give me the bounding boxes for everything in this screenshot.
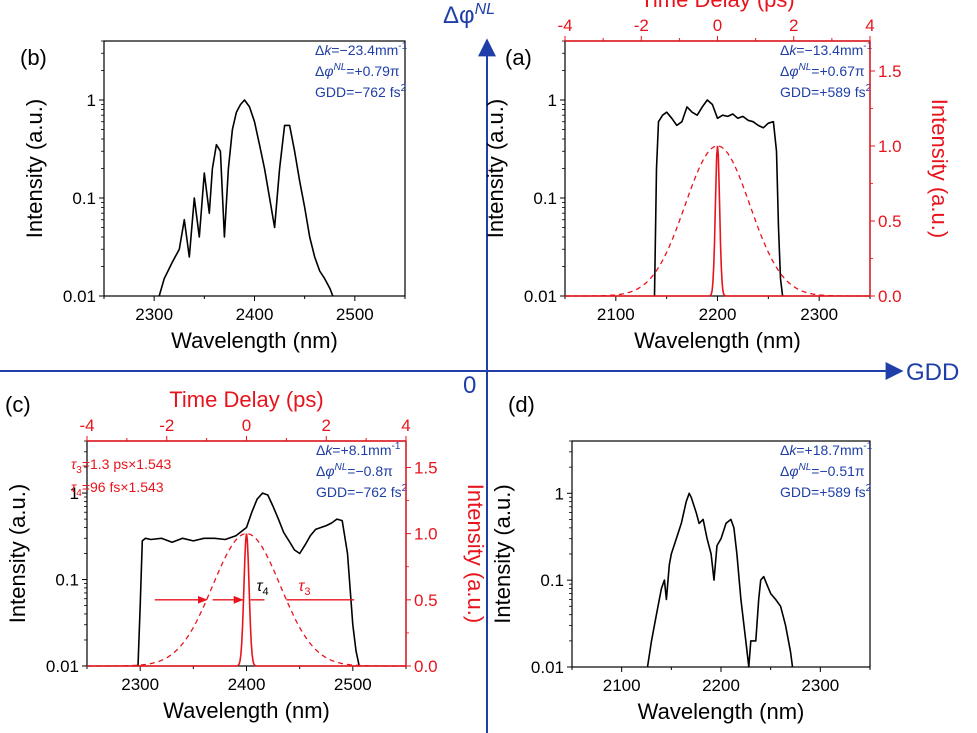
tau-annotation: τ4=96 fs×1.543 — [71, 479, 164, 499]
panel-tag: (d) — [508, 392, 535, 417]
x-tick-label: 2500 — [336, 305, 374, 324]
x-axis-label: Wavelength (nm) — [634, 328, 801, 353]
plot-frame — [103, 40, 406, 297]
panel-tag: (c) — [5, 392, 31, 417]
top-tick-label: 0 — [242, 416, 251, 435]
tau-annotation: τ3=1.3 ps×1.543 — [71, 456, 172, 476]
spectrum-line — [646, 492, 794, 668]
panel-a: (a) 2100 2200 2300 Wavelength (nm) 0.01 0.1 1 In… — [483, 0, 952, 353]
y-tick-label: 1 — [70, 484, 79, 503]
x-tick-label: 2400 — [236, 305, 274, 324]
x-axis-label: Wavelength (nm) — [638, 699, 805, 724]
gdd-axis-label: GDD — [906, 359, 959, 386]
origin-label: 0 — [463, 372, 476, 399]
y-axis-label: Intensity (a.u.) — [483, 99, 508, 238]
x-tick-label: 2200 — [702, 676, 740, 695]
top-tick-label: -4 — [79, 416, 94, 435]
top-tick-label: 4 — [401, 416, 410, 435]
plot-frame — [564, 40, 871, 297]
panel-tag: (a) — [505, 45, 532, 70]
spectrum-line — [158, 99, 334, 297]
y-axis-label: Intensity (a.u.) — [5, 484, 30, 623]
x-tick-label: 2300 — [121, 675, 159, 694]
top-tick-label: -4 — [557, 16, 572, 35]
y-tick-label: 1 — [548, 91, 557, 110]
right-tick-label: 1.5 — [414, 458, 438, 477]
y-tick-label: 0.1 — [540, 571, 564, 590]
top-axis-label: Time Delay (ps) — [169, 387, 323, 412]
y-tick-label: 0.1 — [72, 189, 96, 208]
top-tick-label: 2 — [322, 416, 331, 435]
solid-pulse-line — [87, 533, 406, 667]
parameter-annotation: ΔφNL=+0.67π — [780, 62, 865, 79]
parameter-annotation: Δk=−13.4mm-1 — [780, 41, 873, 58]
parameter-annotation: ΔφNL=+0.79π — [315, 62, 400, 79]
right-tick-label: 0.0 — [414, 657, 438, 676]
panel-tag: (b) — [20, 45, 47, 70]
y-tick-label: 1 — [555, 484, 564, 503]
top-axis-label: Time Delay (ps) — [640, 0, 794, 12]
y-tick-label: 1 — [87, 91, 96, 110]
x-tick-label: 2300 — [800, 305, 838, 324]
x-axis-label: Wavelength (nm) — [171, 328, 338, 353]
parameter-annotation: GDD=−762 fs2 — [316, 483, 408, 500]
right-tick-label: 1.5 — [878, 62, 902, 81]
y-axis-label: Intensity (a.u.) — [490, 484, 515, 623]
top-tick-label: 2 — [789, 16, 798, 35]
top-tick-label: -2 — [159, 416, 174, 435]
parameter-annotation: GDD=−762 fs2 — [315, 83, 407, 100]
right-axis-label: Intensity (a.u.) — [927, 99, 952, 238]
right-tick-label: 0.5 — [414, 591, 438, 610]
top-tick-label: 4 — [865, 16, 874, 35]
dashed-pulse-line — [87, 532, 406, 667]
x-tick-label: 2200 — [699, 305, 737, 324]
solid-pulse-line — [565, 145, 870, 297]
x-axis-label: Wavelength (nm) — [163, 698, 330, 723]
top-tick-label: 0 — [713, 16, 722, 35]
parameter-annotation: Δk=−23.4mm-1 — [315, 41, 408, 58]
y-tick-label: 0.01 — [531, 658, 564, 677]
x-tick-label: 2400 — [228, 675, 266, 694]
right-axis-label: Intensity (a.u.) — [463, 484, 488, 623]
parameter-annotation: GDD=+589 fs2 — [780, 83, 872, 100]
phase-axis-label: ΔφNL — [443, 1, 495, 29]
parameter-annotation: ΔφNL=−0.51π — [780, 462, 865, 479]
parameter-annotation: Δk=+8.1mm-1 — [316, 441, 401, 458]
x-tick-label: 2100 — [597, 305, 635, 324]
top-tick-label: -2 — [634, 16, 649, 35]
x-tick-label: 2300 — [801, 676, 839, 695]
y-axis-label: Intensity (a.u.) — [22, 99, 47, 238]
spectrum-line — [653, 99, 784, 297]
panel-b: (b) 2300 2400 2500 Wavelength (nm) 0.01 0.1 1 In… — [20, 40, 408, 353]
parameter-annotation: Δk=+18.7mm-1 — [780, 441, 873, 458]
right-tick-label: 0.0 — [878, 287, 902, 306]
tau4-marker: τ4 — [256, 578, 268, 598]
right-tick-label: 1.0 — [414, 525, 438, 544]
y-tick-label: 0.01 — [63, 287, 96, 306]
panel-d: (d) 2100 2200 2300 Wavelength (nm) 0.01 0.1 1 In… — [490, 392, 873, 724]
y-tick-label: 0.01 — [46, 657, 79, 676]
dashed-pulse-line — [565, 145, 870, 297]
tau3-marker: τ3 — [298, 578, 310, 598]
parameter-annotation: GDD=+589 fs2 — [780, 483, 872, 500]
y-tick-label: 0.1 — [533, 189, 557, 208]
y-tick-label: 0.1 — [55, 571, 79, 590]
right-tick-label: 1.0 — [878, 137, 902, 156]
x-tick-label: 2500 — [334, 675, 372, 694]
x-tick-label: 2100 — [603, 676, 641, 695]
parameter-annotation: ΔφNL=−0.8π — [316, 462, 393, 479]
x-tick-label: 2300 — [135, 305, 173, 324]
y-tick-label: 0.01 — [524, 287, 557, 306]
spectrum-line — [137, 492, 360, 667]
right-tick-label: 0.5 — [878, 212, 902, 231]
